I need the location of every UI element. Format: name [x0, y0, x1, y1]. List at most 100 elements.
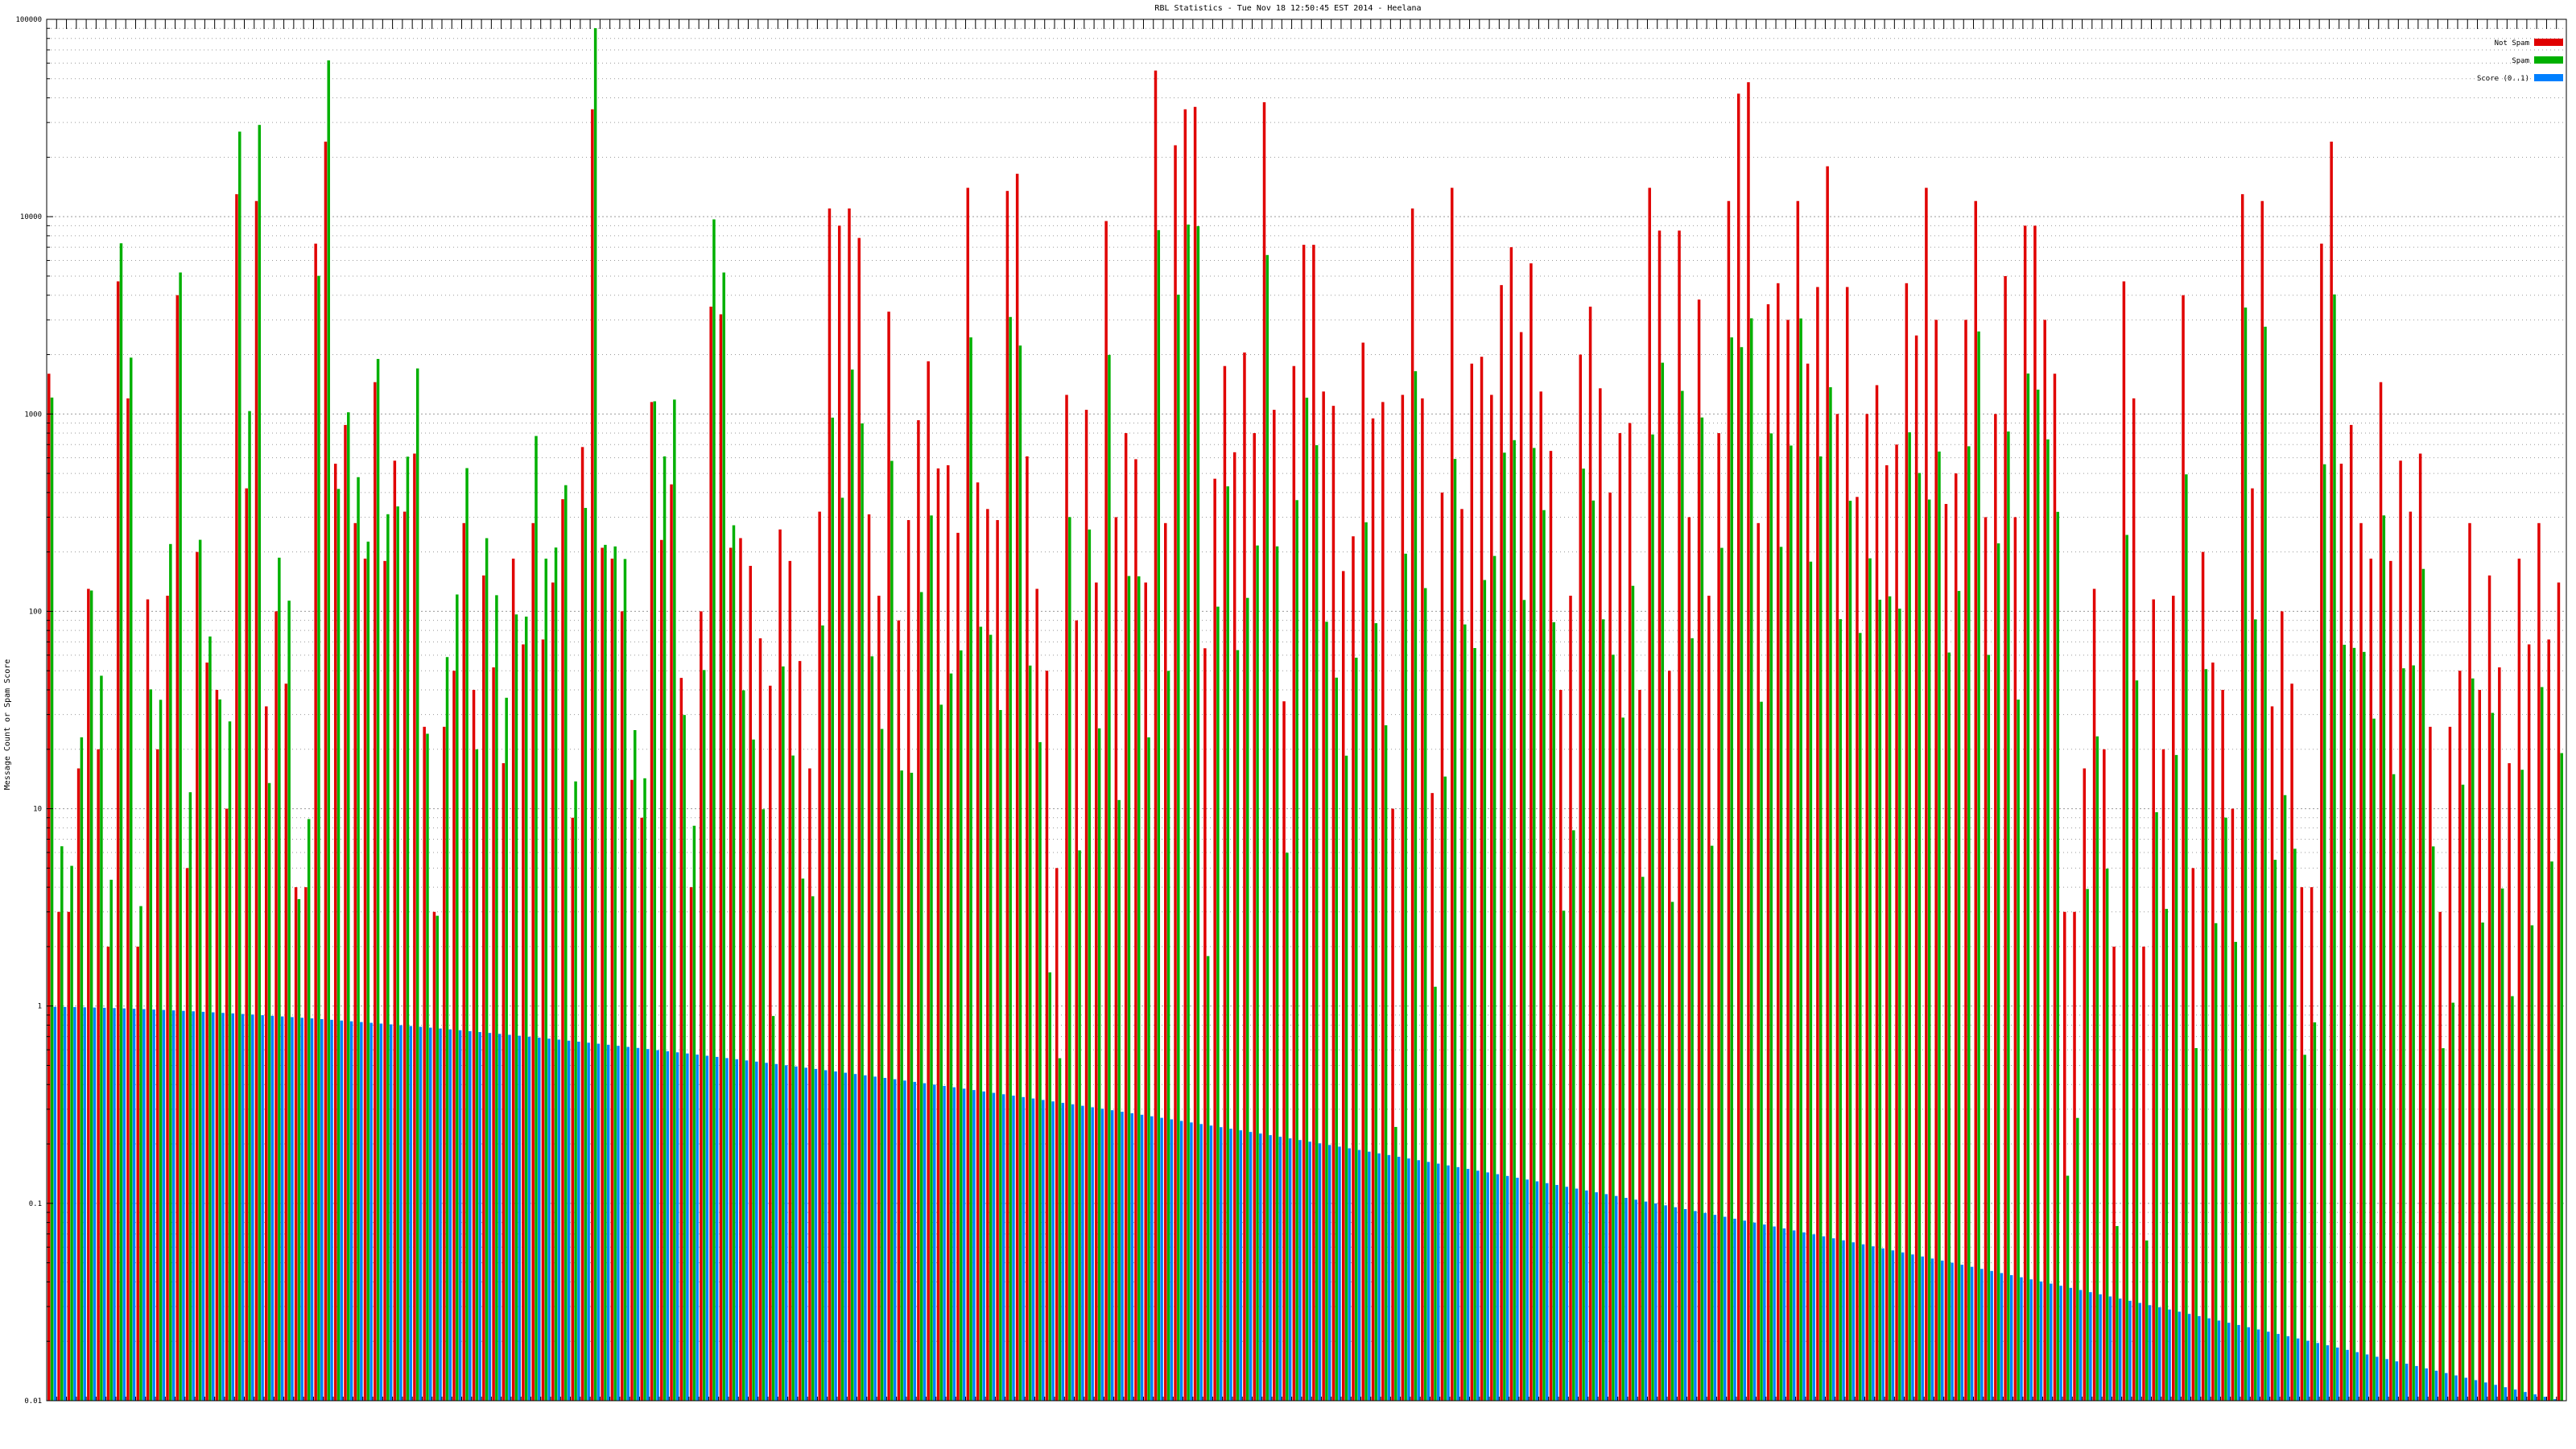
score-bar: [2385, 1359, 2388, 1401]
spam-bar: [1256, 545, 1259, 1401]
not-spam-bar: [917, 420, 920, 1401]
not-spam-bar: [591, 109, 594, 1402]
not-spam-bar: [877, 596, 881, 1401]
not-spam-bar: [1144, 582, 1147, 1401]
score-bar: [2355, 1352, 2359, 1401]
score-bar: [508, 1034, 511, 1401]
not-spam-bar: [620, 611, 624, 1401]
score-bar: [824, 1070, 828, 1401]
not-spam-bar: [1559, 689, 1563, 1401]
not-spam-bar: [758, 638, 762, 1401]
not-spam-bar: [1410, 208, 1414, 1401]
spam-bar: [1355, 657, 1358, 1401]
spam-bar: [1463, 624, 1467, 1401]
spam-bar: [1818, 456, 1823, 1402]
spam-bar: [1868, 558, 1872, 1401]
score-bar: [903, 1080, 906, 1401]
not-spam-bar: [196, 551, 199, 1401]
spam-bar: [228, 721, 232, 1401]
legend: Not Spam Spam Score (0..1): [2477, 39, 2563, 83]
not-spam-bar: [1401, 394, 1405, 1401]
score-bar: [873, 1076, 877, 1401]
not-spam-bar: [1687, 517, 1691, 1401]
spam-bar: [604, 544, 607, 1401]
spam-bar: [1681, 390, 1684, 1401]
not-spam-bar: [2083, 768, 2087, 1401]
score-bar: [1595, 1192, 1598, 1401]
spam-bar: [1305, 398, 1309, 1401]
not-spam-bar: [1282, 701, 1286, 1401]
not-spam-bar: [1925, 188, 1928, 1402]
spam-bar: [208, 636, 212, 1401]
spam-bar: [1404, 553, 1407, 1402]
score-bar: [735, 1059, 739, 1401]
not-spam-bar: [2369, 558, 2373, 1401]
not-spam-bar: [1944, 504, 1948, 1401]
score-bar: [1624, 1197, 1628, 1401]
not-spam-bar: [393, 460, 397, 1401]
not-spam-bar: [1164, 522, 1167, 1401]
spam-bar: [2392, 774, 2396, 1401]
not-spam-bar: [2300, 887, 2304, 1401]
score-bar: [270, 1015, 275, 1401]
spam-bar: [2066, 1175, 2070, 1401]
spam-bar: [1364, 522, 1368, 1401]
spam-bar: [1187, 224, 1190, 1402]
spam-bar: [1483, 580, 1487, 1401]
spam-bar: [1058, 1058, 1062, 1401]
spam-bar: [1177, 295, 1180, 1401]
spam-bar: [336, 489, 341, 1401]
spam-bar: [2095, 736, 2099, 1401]
score-bar: [853, 1074, 857, 1401]
x-axis-ticks: [46, 19, 2567, 1401]
score-bar: [636, 1047, 640, 1401]
spam-bar: [2125, 535, 2128, 1401]
legend-swatch: [2534, 74, 2563, 81]
score-bar: [913, 1081, 916, 1401]
score-bar: [1357, 1150, 1361, 1401]
spam-bar: [1690, 638, 1694, 1401]
score-bar: [1288, 1138, 1292, 1401]
not-spam-bar: [906, 520, 910, 1402]
spam-bar: [1927, 499, 1931, 1402]
score-bar: [2484, 1382, 2487, 1401]
not-spam-bar: [1618, 433, 1622, 1402]
spam-bar: [1779, 547, 1783, 1401]
score-bar: [171, 1010, 175, 1401]
spam-bar: [2540, 687, 2544, 1401]
not-spam-bar: [344, 424, 347, 1401]
spam-bar: [1987, 654, 1991, 1401]
not-spam-bar: [1430, 793, 1434, 1401]
not-spam-bar: [1243, 352, 1246, 1402]
spam-bar: [1048, 972, 1052, 1401]
score-bar: [1179, 1121, 1183, 1401]
not-spam-bar: [1341, 571, 1345, 1401]
spam-bar: [445, 657, 449, 1401]
score-bar: [2178, 1311, 2182, 1401]
not-spam-bar: [1569, 596, 1572, 1401]
spam-bar: [2431, 846, 2435, 1401]
spam-bar: [2550, 861, 2553, 1401]
score-bar: [1812, 1234, 1815, 1401]
spam-bar: [1651, 434, 1654, 1402]
score-bar: [1001, 1094, 1005, 1401]
spam-bar: [485, 538, 489, 1401]
score-bar: [1259, 1133, 1262, 1401]
spam-bar: [1434, 986, 1437, 1401]
score-bar: [2464, 1377, 2468, 1401]
not-spam-bar: [275, 611, 278, 1401]
score-bar: [142, 1009, 146, 1401]
not-spam-bar: [2290, 683, 2293, 1401]
spam-bar: [2086, 889, 2089, 1401]
score-bar: [1951, 1262, 1954, 1401]
spam-bar: [1137, 576, 1141, 1401]
spam-bar: [840, 497, 844, 1401]
score-bar: [2168, 1309, 2171, 1401]
score-bar: [1852, 1242, 1856, 1401]
not-spam-bar: [2103, 749, 2106, 1401]
spam-bar: [1710, 845, 1714, 1401]
spam-bar: [2145, 1241, 2149, 1401]
score-bar: [606, 1044, 610, 1401]
score-bar: [1397, 1156, 1401, 1401]
spam-bar: [1127, 576, 1131, 1401]
